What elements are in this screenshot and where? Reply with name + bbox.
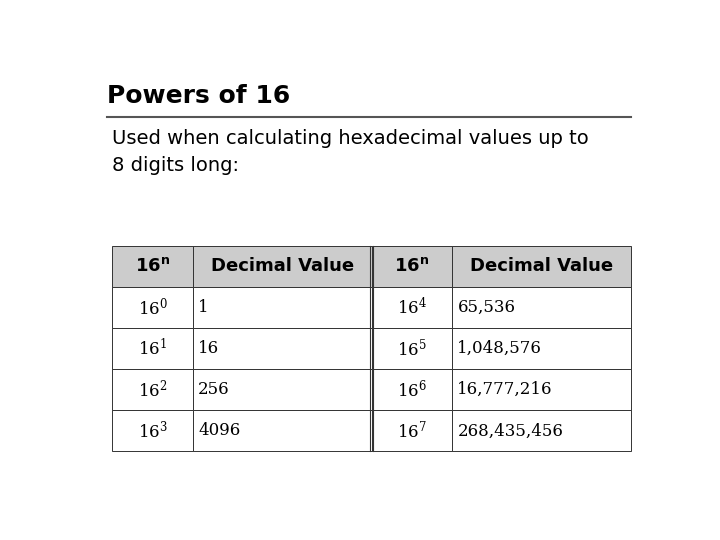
Text: 65,536: 65,536 bbox=[457, 299, 516, 316]
Text: $16^3$: $16^3$ bbox=[138, 420, 168, 442]
Bar bbox=[452, 410, 631, 451]
Text: $\mathbf{16^n}$: $\mathbf{16^n}$ bbox=[135, 257, 170, 275]
Bar bbox=[452, 328, 631, 369]
Text: Decimal Value: Decimal Value bbox=[470, 257, 613, 275]
Bar bbox=[193, 328, 372, 369]
Text: Decimal Value: Decimal Value bbox=[211, 257, 354, 275]
Text: $16^7$: $16^7$ bbox=[397, 420, 427, 442]
Text: 1: 1 bbox=[198, 299, 209, 316]
Bar bbox=[112, 410, 193, 451]
Text: 268,435,456: 268,435,456 bbox=[457, 422, 563, 440]
Bar bbox=[372, 369, 452, 410]
Bar bbox=[452, 246, 631, 287]
Bar bbox=[193, 287, 372, 328]
Bar bbox=[372, 328, 452, 369]
Bar bbox=[372, 246, 452, 287]
Text: $16^2$: $16^2$ bbox=[138, 379, 167, 401]
Bar bbox=[193, 410, 372, 451]
Bar bbox=[112, 246, 193, 287]
Text: $16^1$: $16^1$ bbox=[138, 338, 167, 359]
Text: $16^0$: $16^0$ bbox=[138, 296, 168, 319]
Bar bbox=[112, 369, 193, 410]
Bar bbox=[112, 287, 193, 328]
Text: 256: 256 bbox=[198, 381, 230, 398]
Bar bbox=[193, 369, 372, 410]
Bar bbox=[372, 410, 452, 451]
Bar bbox=[112, 328, 193, 369]
Text: 16: 16 bbox=[198, 340, 219, 357]
Text: Powers of 16: Powers of 16 bbox=[107, 84, 290, 107]
Text: 4096: 4096 bbox=[198, 422, 240, 440]
Text: $16^4$: $16^4$ bbox=[397, 297, 427, 318]
Text: $16^6$: $16^6$ bbox=[397, 379, 427, 401]
Bar bbox=[193, 246, 372, 287]
Text: $\mathbf{16^n}$: $\mathbf{16^n}$ bbox=[395, 257, 430, 275]
Bar bbox=[452, 287, 631, 328]
Text: 16,777,216: 16,777,216 bbox=[457, 381, 553, 398]
Text: Used when calculating hexadecimal values up to
8 digits long:: Used when calculating hexadecimal values… bbox=[112, 129, 589, 175]
Text: 1,048,576: 1,048,576 bbox=[457, 340, 542, 357]
Bar bbox=[372, 287, 452, 328]
Bar bbox=[452, 369, 631, 410]
Text: $16^5$: $16^5$ bbox=[397, 338, 427, 360]
